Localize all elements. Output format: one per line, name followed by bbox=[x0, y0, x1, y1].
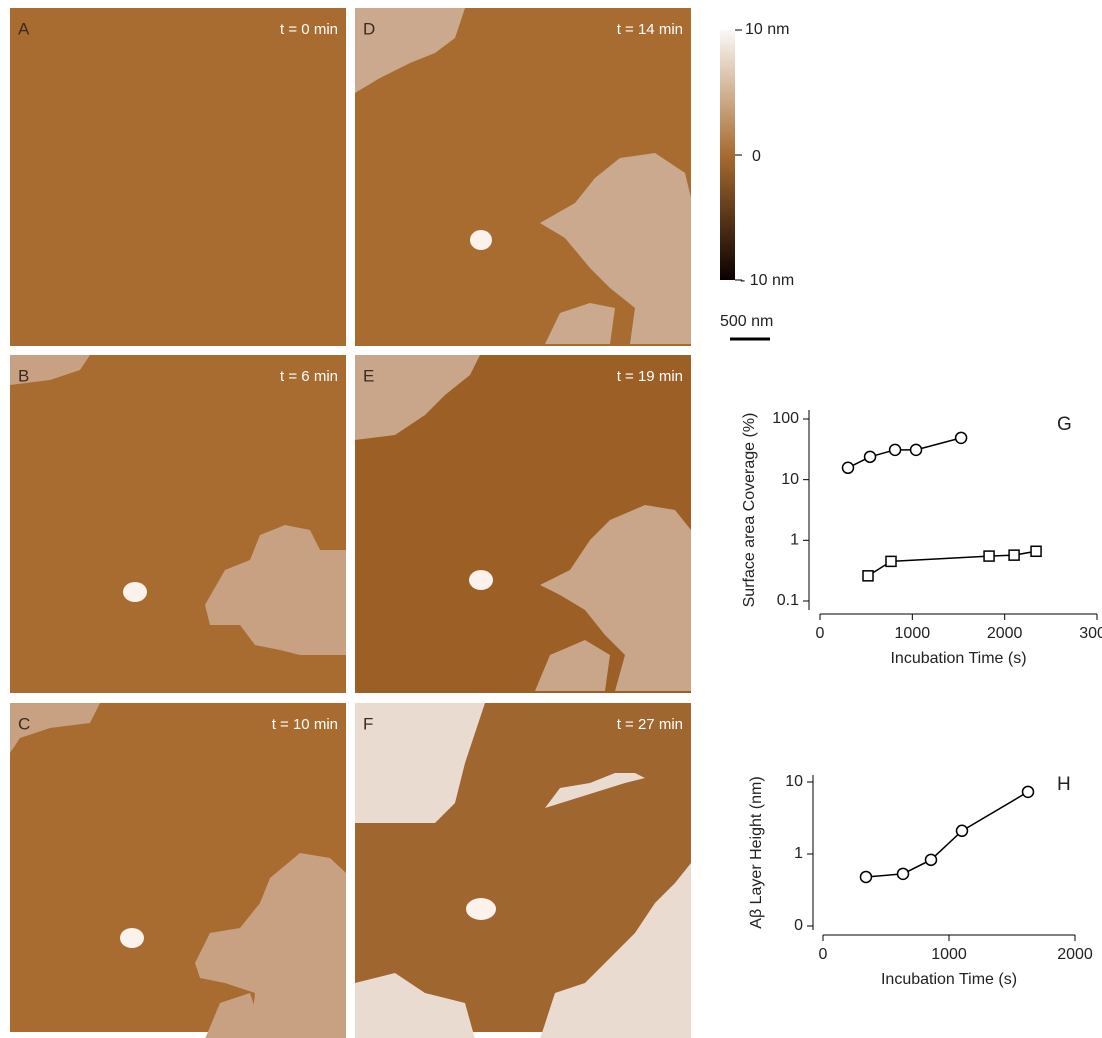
x-tick-label: 3000 bbox=[1079, 625, 1102, 642]
colorbar-min: - 10 nm bbox=[740, 272, 794, 289]
y-tick-label: 0.1 bbox=[777, 592, 799, 609]
afm-spot bbox=[466, 898, 496, 920]
y-tick-label: 100 bbox=[772, 410, 799, 427]
panel-letter: G bbox=[1057, 414, 1072, 435]
x-tick-label: 0 bbox=[816, 625, 825, 642]
panel-time: t = 10 min bbox=[272, 716, 338, 733]
x-tick-label: 1000 bbox=[895, 625, 931, 642]
marker bbox=[865, 451, 876, 462]
x-tick-label: 2000 bbox=[1057, 946, 1093, 963]
marker bbox=[1031, 546, 1041, 556]
x-axis-label: Incubation Time (s) bbox=[890, 650, 1026, 667]
colorbar-mid: 0 bbox=[752, 148, 761, 165]
afm-spot bbox=[470, 230, 492, 250]
y-tick-label: 10 bbox=[785, 773, 803, 790]
y-tick-label: 1 bbox=[794, 845, 803, 862]
marker bbox=[886, 556, 896, 566]
panel-letter: F bbox=[363, 714, 373, 733]
afm-spot bbox=[469, 570, 493, 590]
x-tick-label: 2000 bbox=[987, 625, 1023, 642]
marker bbox=[898, 868, 909, 879]
y-axis-label: Surface area Coverage (%) bbox=[741, 413, 758, 608]
y-tick-label: 0 bbox=[794, 917, 803, 934]
panel-letter: D bbox=[363, 19, 375, 38]
series-line bbox=[866, 792, 1028, 877]
y-tick-label: 10 bbox=[781, 471, 799, 488]
marker bbox=[890, 444, 901, 455]
marker bbox=[860, 871, 871, 882]
marker bbox=[1009, 550, 1019, 560]
marker bbox=[842, 462, 853, 473]
colorbar bbox=[720, 30, 735, 280]
panel-letter: A bbox=[18, 19, 30, 38]
panel-time: t = 0 min bbox=[280, 21, 338, 38]
marker bbox=[911, 444, 922, 455]
y-axis-label: Aβ Layer Height (nm) bbox=[748, 776, 765, 928]
afm-spot bbox=[123, 582, 147, 602]
panel-letter: E bbox=[363, 366, 374, 385]
panel-time: t = 19 min bbox=[617, 368, 683, 385]
afm-spot bbox=[120, 928, 144, 948]
x-tick-label: 0 bbox=[819, 946, 828, 963]
marker bbox=[956, 432, 967, 443]
panel-letter: B bbox=[18, 366, 29, 385]
series-line bbox=[848, 438, 961, 468]
panel-time: t = 14 min bbox=[617, 21, 683, 38]
marker bbox=[956, 825, 967, 836]
marker bbox=[863, 571, 873, 581]
x-axis-label: Incubation Time (s) bbox=[881, 971, 1017, 988]
x-tick-label: 1000 bbox=[931, 946, 967, 963]
scalebar-label: 500 nm bbox=[720, 313, 773, 330]
panel-time: t = 27 min bbox=[617, 716, 683, 733]
marker bbox=[1023, 786, 1034, 797]
colorbar-max: 10 nm bbox=[745, 21, 789, 38]
y-tick-label: 1 bbox=[790, 532, 799, 549]
marker bbox=[984, 551, 994, 561]
panel-letter: H bbox=[1057, 774, 1071, 795]
marker bbox=[925, 854, 936, 865]
afm-background bbox=[10, 8, 346, 346]
figure: At = 0 minBt = 6 minCt = 10 minDt = 14 m… bbox=[0, 0, 1102, 1038]
panel-time: t = 6 min bbox=[280, 368, 338, 385]
panel-letter: C bbox=[18, 714, 30, 733]
